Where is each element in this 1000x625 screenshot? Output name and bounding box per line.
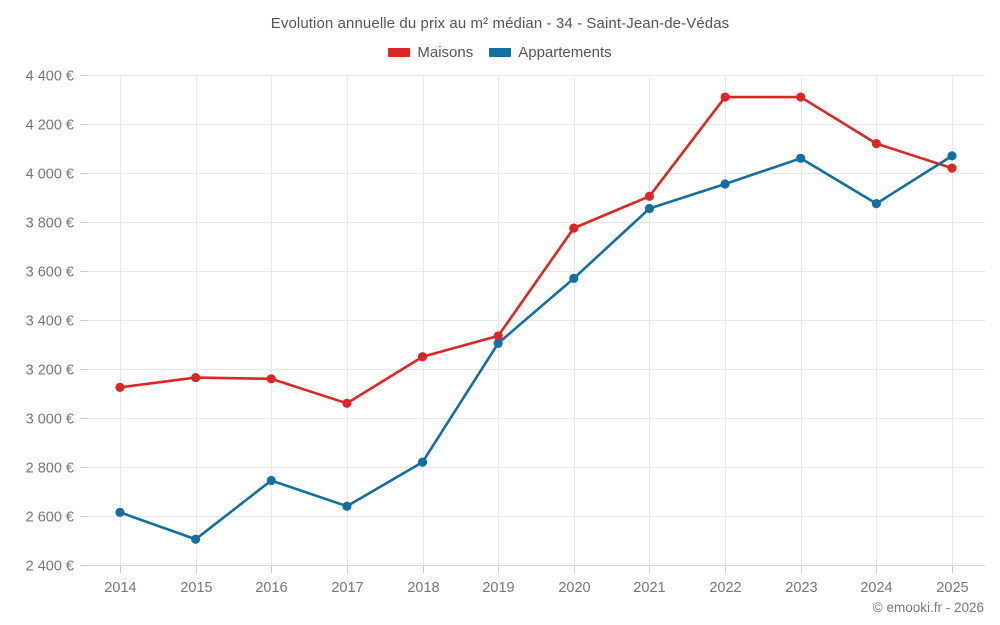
legend-item-appartements[interactable]: Appartements	[489, 44, 612, 61]
x-axis-tick-label: 2024	[860, 580, 892, 596]
x-axis-tick-label: 2015	[180, 580, 212, 596]
y-axis-tick-label: 3 800 €	[26, 216, 74, 232]
data-point[interactable]	[720, 92, 730, 102]
data-point[interactable]	[191, 372, 201, 383]
data-point[interactable]	[493, 338, 503, 348]
series-line-appartements	[118, 154, 954, 541]
chart-credit: © emooki.fr - 2026	[872, 600, 984, 615]
data-point[interactable]	[720, 179, 730, 189]
data-point[interactable]	[871, 139, 881, 149]
series-appartements	[115, 151, 957, 544]
data-point[interactable]	[569, 223, 579, 233]
y-axis-tick-label: 3 200 €	[26, 363, 74, 379]
data-point[interactable]	[644, 191, 655, 201]
y-axis-tick-label: 3 600 €	[26, 265, 74, 281]
data-point[interactable]	[115, 507, 125, 517]
data-point[interactable]	[342, 501, 352, 511]
chart-title: Evolution annuelle du prix au m² médian …	[270, 15, 730, 32]
y-axis-tick-label: 3 400 €	[26, 314, 74, 330]
x-axis-tick-label: 2021	[633, 580, 665, 596]
y-axis-tick-label: 4 200 €	[26, 118, 74, 134]
data-point[interactable]	[644, 203, 655, 214]
legend-item-maisons[interactable]: Maisons	[388, 44, 473, 61]
legend-label-maisons: Maisons	[417, 44, 474, 61]
x-axis-tick-label: 2019	[482, 580, 514, 596]
data-point[interactable]	[417, 352, 428, 362]
legend-swatch-maisons	[388, 48, 411, 57]
x-axis-tick-label: 2016	[255, 580, 287, 596]
x-axis-tick-label: 2017	[331, 580, 363, 596]
x-axis-tick-label: 2022	[709, 580, 741, 596]
data-point[interactable]	[569, 273, 579, 283]
x-axis-tick-label: 2025	[936, 580, 968, 596]
data-point[interactable]	[796, 92, 806, 102]
data-point[interactable]	[266, 374, 276, 384]
chart-legend: Maisons Appartements	[0, 44, 1000, 61]
legend-swatch-appartements	[489, 48, 512, 57]
data-point[interactable]	[947, 163, 957, 173]
x-axis-tick-label: 2020	[558, 580, 590, 596]
y-axis-tick-label: 3 000 €	[26, 412, 74, 428]
y-axis-tick-label: 2 400 €	[26, 559, 74, 575]
data-point[interactable]	[115, 382, 125, 392]
x-axis-tick-label: 2023	[785, 580, 817, 596]
data-point[interactable]	[871, 199, 881, 209]
x-axis-tick-label: 2018	[407, 580, 439, 596]
legend-label-appartements: Appartements	[518, 44, 612, 61]
data-point[interactable]	[493, 331, 503, 341]
data-point[interactable]	[417, 457, 428, 467]
data-point[interactable]	[191, 534, 201, 544]
y-axis-tick-label: 4 000 €	[26, 167, 74, 183]
data-point[interactable]	[796, 153, 806, 163]
y-axis-tick-label: 2 600 €	[26, 510, 74, 526]
data-point[interactable]	[947, 151, 957, 161]
series-line-maisons	[118, 95, 954, 405]
y-axis-tick-label: 2 800 €	[26, 461, 74, 477]
series-maisons	[115, 92, 957, 408]
y-axis-tick-label: 4 400 €	[26, 69, 74, 85]
x-axis-tick-label: 2014	[104, 580, 136, 596]
data-point[interactable]	[342, 398, 352, 408]
data-point[interactable]	[266, 475, 276, 486]
